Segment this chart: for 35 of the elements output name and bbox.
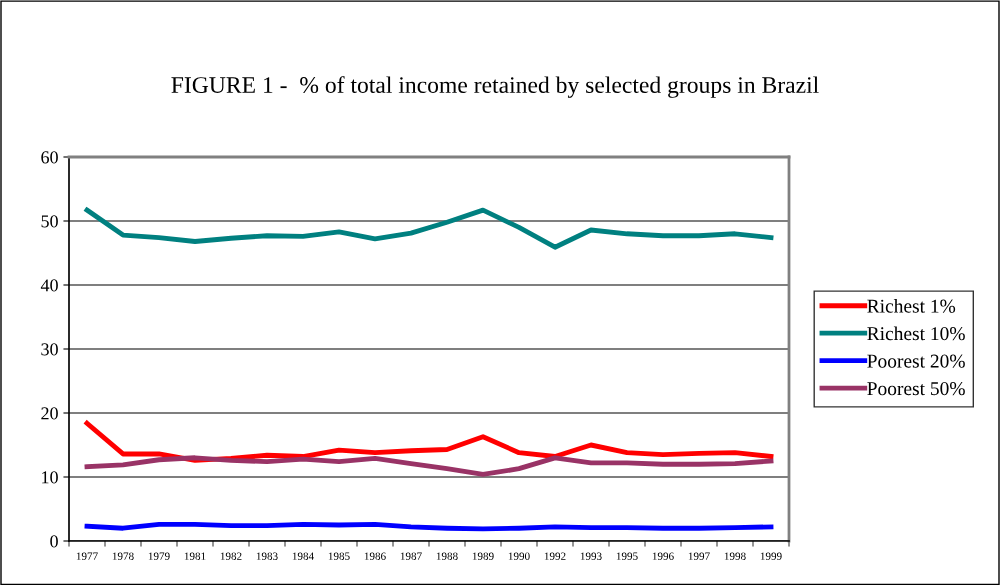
x-tick-label: 1987 (400, 552, 422, 560)
x-tick-label: 1986 (364, 552, 386, 560)
y-tick-label: 50 (41, 215, 58, 228)
x-tick-label: 1990 (508, 552, 530, 560)
x-tick-label: 1982 (220, 552, 242, 560)
x-tick-label: 1988 (436, 552, 458, 560)
chart-title: FIGURE 1 - % of total income retained by selected groups in Brazil (171, 76, 819, 98)
x-tick-label: 1981 (184, 552, 206, 560)
x-tick-label: 1998 (724, 552, 746, 560)
legend-label: Richest 10% (867, 326, 965, 341)
legend-label: Richest 1% (867, 299, 956, 313)
legend-label: Poorest 20% (867, 354, 965, 368)
line-series (84, 420, 774, 463)
y-tick-label: 10 (42, 471, 58, 484)
x-tick-label: 1979 (148, 552, 170, 560)
legend-label: Poorest 50% (867, 382, 965, 396)
y-tick-label: 20 (41, 407, 58, 420)
y-tick-label: 30 (41, 343, 58, 356)
x-tick-label: 1977 (76, 552, 98, 560)
y-tick-label: 0 (50, 535, 58, 548)
x-tick-label: 1997 (688, 552, 710, 560)
x-tick-label: 1984 (292, 552, 314, 560)
x-tick-label: 1999 (760, 552, 782, 560)
x-tick-label: 1983 (256, 552, 278, 560)
x-tick-label: 1995 (616, 552, 638, 560)
x-tick-label: 1996 (652, 552, 674, 560)
line-series (84, 207, 774, 250)
x-tick-label: 1985 (328, 552, 350, 560)
x-tick-label: 1992 (544, 552, 566, 560)
x-tick-label: 1993 (580, 552, 602, 560)
x-tick-label: 1989 (472, 552, 494, 560)
y-tick-label: 40 (40, 279, 58, 292)
y-tick-label: 60 (41, 151, 58, 164)
x-tick-label: 1978 (112, 552, 134, 560)
line-series (84, 455, 774, 477)
